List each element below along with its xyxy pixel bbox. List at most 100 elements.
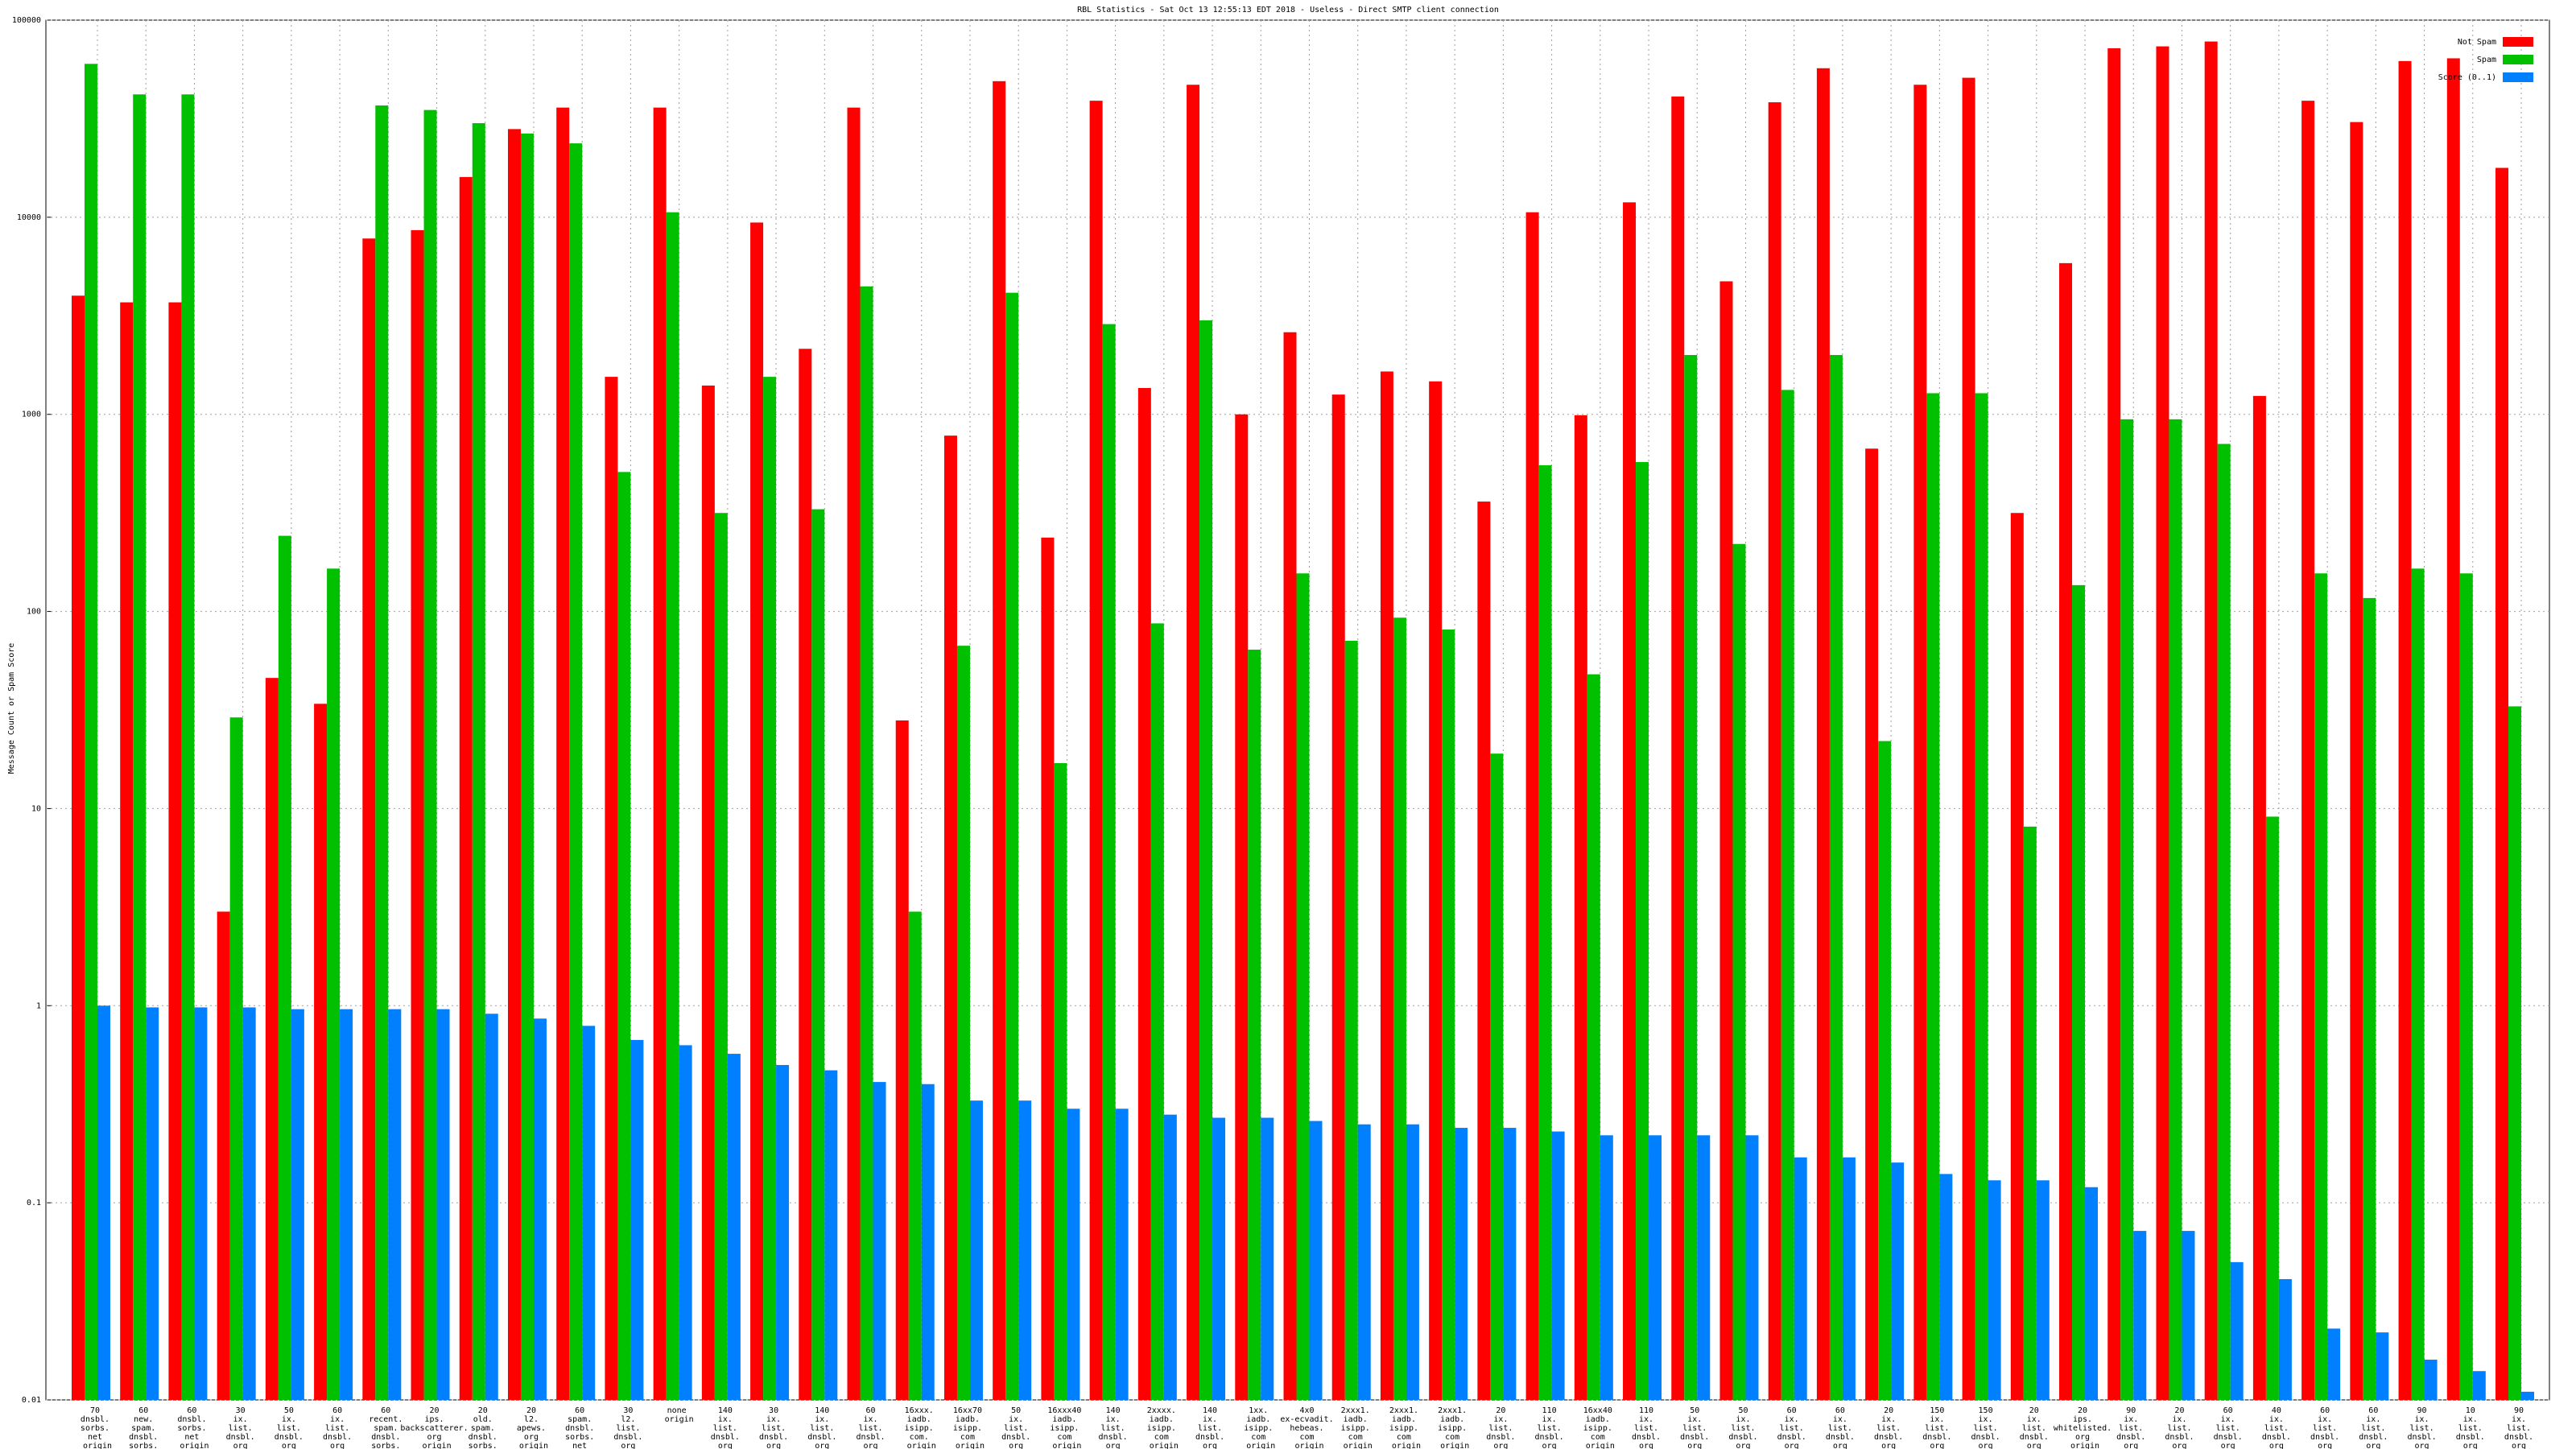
bar: [1697, 1135, 1711, 1400]
x-tick-label: 60 ix. list. dnsbl. org origin: [1777, 1406, 1811, 1449]
x-tick-label-line: org: [427, 1433, 446, 1442]
bar: [1005, 292, 1019, 1401]
bar: [2217, 444, 2231, 1400]
bar: [1926, 393, 1940, 1401]
x-tick-label-line: ix.: [1542, 1415, 1562, 1424]
chart-title: RBL Statistics - Sat Oct 13 12:55:13 EDT…: [1077, 6, 1499, 14]
bar: [229, 717, 243, 1400]
y-tick-label: 10000: [17, 213, 41, 222]
bar: [85, 64, 97, 1400]
x-tick-label-line: org: [1493, 1442, 1513, 1449]
x-tick-label-line: dnsbl.: [1826, 1433, 1860, 1442]
x-tick-label-line: ix.: [1736, 1415, 1755, 1424]
x-tick-label-line: ips.: [2073, 1415, 2097, 1424]
bar: [2182, 1231, 2195, 1400]
x-tick-label-line: com: [1057, 1433, 1076, 1442]
bar: [2508, 706, 2521, 1400]
x-tick-label-line: 20: [2174, 1406, 2189, 1415]
x-tick-label-line: com: [1591, 1433, 1610, 1442]
bar: [1115, 1108, 1129, 1400]
bar: [120, 302, 134, 1400]
x-tick-label-line: com: [960, 1433, 980, 1442]
x-tick-label-line: org: [1639, 1442, 1658, 1449]
x-tick-label-line: dnsbl.: [2165, 1433, 2198, 1442]
x-tick-label-line: 20: [1884, 1406, 1898, 1415]
bar: [1490, 753, 1504, 1400]
x-tick-label-line: org: [1979, 1442, 1998, 1449]
x-tick-label-line: ix.: [2124, 1415, 2143, 1424]
bar: [993, 80, 1006, 1401]
x-tick-label-line: list.: [2119, 1424, 2148, 1433]
bar: [375, 105, 389, 1400]
bar: [2230, 1261, 2244, 1400]
bar: [1865, 448, 1879, 1401]
x-tick-label-line: origin: [1052, 1442, 1081, 1449]
bar: [146, 1007, 159, 1400]
x-tick-label-line: ix.: [1203, 1415, 1222, 1424]
bar: [423, 109, 437, 1401]
x-tick-label-line: 60: [1835, 1406, 1850, 1415]
bar: [1988, 1180, 2001, 1400]
x-tick-label-line: org: [2512, 1442, 2531, 1449]
y-tick-label: 1000: [22, 411, 41, 419]
bar: [507, 129, 521, 1400]
x-tick-label-line: ix.: [2027, 1415, 2046, 1424]
x-tick-label-line: isipp.: [1341, 1424, 1375, 1433]
x-tick-label-line: dnsbl.: [807, 1433, 841, 1442]
x-tick-label: 50 ix. list. dnsbl. org origin: [1728, 1406, 1762, 1449]
bar: [1137, 388, 1151, 1400]
bar: [569, 143, 583, 1401]
bar: [1309, 1121, 1323, 1400]
bar: [181, 94, 195, 1400]
x-tick-label-line: org: [1687, 1442, 1707, 1449]
x-tick-label: 60 dnsbl. sorbs. net origin: [177, 1406, 211, 1449]
x-tick-label-line: list.: [1780, 1424, 1809, 1433]
bar: [714, 513, 728, 1400]
legend-swatch: [2503, 72, 2533, 82]
x-tick-label-line: org: [2124, 1442, 2143, 1449]
x-tick-label-line: 20: [2078, 1406, 2092, 1415]
bar: [2363, 597, 2376, 1400]
x-tick-label-line: dnsbl.: [2504, 1433, 2538, 1442]
legend-label: Score (0..1): [2438, 73, 2496, 82]
x-tick-label-line: dnsbl.: [177, 1415, 211, 1424]
x-tick-label-line: whitelisted.: [2054, 1424, 2116, 1433]
x-tick-label-line: 20: [526, 1406, 541, 1415]
bar: [824, 1070, 838, 1400]
x-tick-label-line: list.: [2458, 1424, 2487, 1433]
bar: [2120, 419, 2134, 1401]
x-tick-label-line: 60: [332, 1406, 347, 1415]
bar: [969, 1100, 983, 1400]
y-tick-label: 0.01: [22, 1396, 41, 1405]
bar: [2252, 395, 2266, 1400]
x-tick-label-line: origin: [1440, 1442, 1469, 1449]
bar: [1768, 102, 1781, 1400]
x-tick-label-line: origin: [1294, 1442, 1323, 1449]
x-tick-label-line: 50: [1690, 1406, 1704, 1415]
bar: [2314, 573, 2328, 1401]
x-tick-label-line: list.: [1682, 1424, 1711, 1433]
bar: [2446, 58, 2460, 1400]
x-tick-label-line: list.: [1731, 1424, 1760, 1433]
bar: [485, 1013, 498, 1400]
bar: [436, 1009, 450, 1400]
x-tick-label-line: 50: [1011, 1406, 1026, 1415]
bar: [630, 1039, 644, 1400]
x-tick-label-line: list.: [1004, 1424, 1033, 1433]
bar: [2059, 262, 2073, 1400]
bar: [750, 222, 764, 1400]
x-tick-label-line: org: [2318, 1442, 2337, 1449]
x-tick-label-line: org: [2075, 1433, 2095, 1442]
x-tick-label-line: list.: [2167, 1424, 2196, 1433]
x-tick-label: 16xxx. iadb. isipp. com. origin: [905, 1406, 939, 1449]
x-tick-label-line: list.: [616, 1424, 645, 1433]
x-tick-label: 4x0 ex-ecvadit. hebeas. com origin: [1280, 1406, 1338, 1449]
x-tick-label-line: org: [1785, 1442, 1804, 1449]
x-tick-label-line: dnsbl.: [1001, 1433, 1035, 1442]
bar: [1649, 1135, 1662, 1400]
x-tick-label-line: spam.: [374, 1424, 402, 1433]
x-tick-label-line: spam.: [568, 1415, 597, 1424]
bar: [908, 911, 922, 1400]
x-tick-label: 140 ix. list. dnsbl. org origin: [1195, 1406, 1229, 1449]
